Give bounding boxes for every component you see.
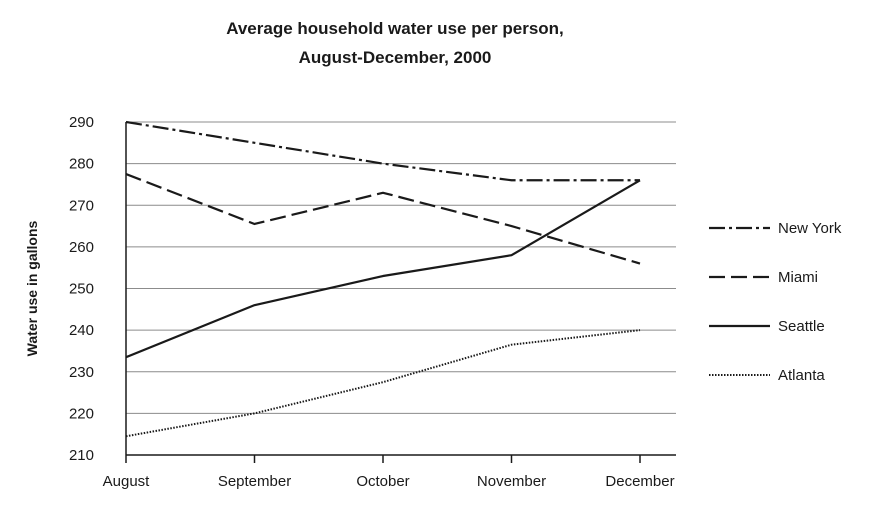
legend-label: New York [778, 220, 842, 237]
series-line-new-york [125, 120, 640, 182]
x-tick-label: December [605, 473, 674, 490]
gridlines [126, 121, 676, 414]
legend: New York Miami Seattle Atlanta [709, 220, 842, 384]
y-tick-label: 220 [69, 405, 94, 422]
y-tick-label: 230 [69, 364, 94, 381]
x-axis-ticks: August September October November December [103, 455, 675, 490]
y-tick-label: 210 [69, 447, 94, 464]
x-tick-label: November [477, 473, 546, 490]
y-tick-label: 290 [69, 114, 94, 131]
legend-label: Atlanta [778, 367, 825, 384]
legend-label: Seattle [778, 318, 825, 335]
y-tick-label: 270 [69, 197, 94, 214]
chart-title-line-2: August-December, 2000 [298, 48, 492, 67]
series-lines [125, 120, 641, 438]
x-tick-label: August [103, 473, 151, 490]
x-tick-label: October [356, 473, 409, 490]
series-line-seattle [125, 179, 641, 359]
y-tick-label: 280 [69, 156, 94, 173]
y-tick-label: 260 [69, 239, 94, 256]
y-tick-label: 240 [69, 322, 94, 339]
y-axis-label: Water use in gallons [24, 220, 40, 356]
series-line-atlanta [125, 329, 641, 438]
legend-label: Miami [778, 269, 818, 286]
series-line-miami [125, 173, 641, 265]
y-tick-label: 250 [69, 281, 94, 298]
chart-title-line-1: Average household water use per person, [226, 19, 564, 38]
x-tick-label: September [218, 473, 291, 490]
chart-title: Average household water use per person, … [0, 14, 790, 72]
y-axis-ticks: 210 220 230 240 250 260 270 280 290 [69, 114, 94, 464]
axes [125, 122, 676, 456]
